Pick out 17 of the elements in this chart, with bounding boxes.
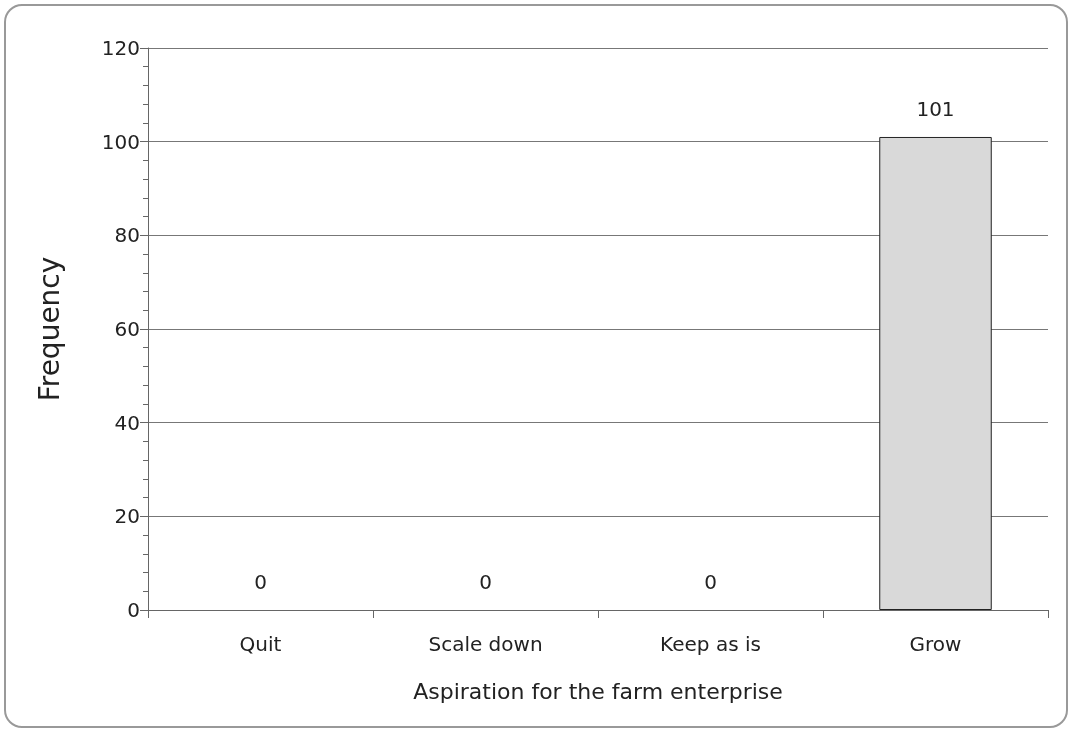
y-tick-label: 60 xyxy=(114,317,140,341)
data-label: 0 xyxy=(254,570,267,594)
data-label: 0 xyxy=(704,570,717,594)
x-tick-label: Keep as is xyxy=(660,632,761,656)
y-tick-label: 120 xyxy=(101,36,140,60)
data-label: 101 xyxy=(916,96,955,121)
y-tick-label: 0 xyxy=(127,598,140,622)
y-axis-title: Frequency xyxy=(32,256,66,402)
y-tick-label: 40 xyxy=(114,410,140,435)
x-axis-title: Aspiration for the farm enterprise xyxy=(413,678,783,704)
y-tick-label: 20 xyxy=(114,504,140,529)
x-tick-label: Scale down xyxy=(428,632,543,656)
y-tick-label: 100 xyxy=(101,129,140,154)
x-tick-label: Grow xyxy=(909,632,962,656)
data-label: 0 xyxy=(479,570,492,594)
x-tick-label: Quit xyxy=(239,632,282,656)
y-tick-label: 80 xyxy=(114,223,140,248)
